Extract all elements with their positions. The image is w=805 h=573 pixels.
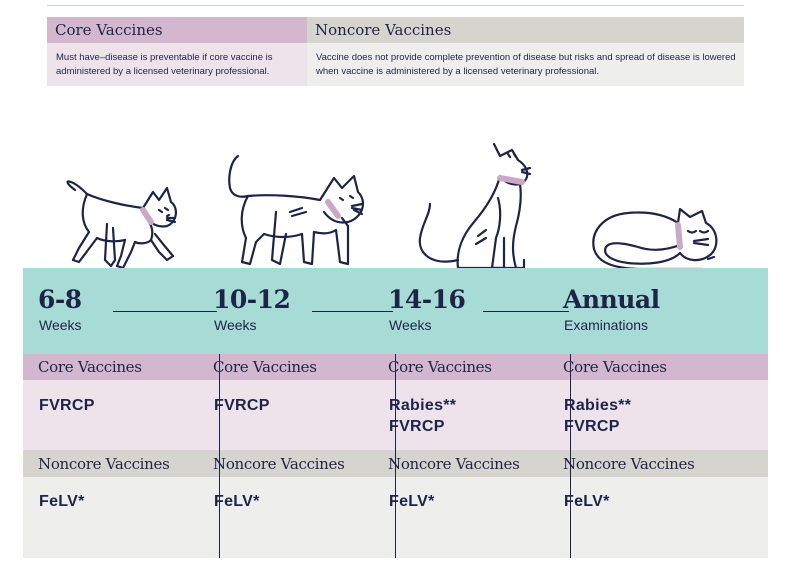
noncore-vaccine-list: FeLV*	[214, 491, 260, 512]
vaccine-item: FVRCP	[39, 397, 95, 414]
age-label: 10-12	[213, 285, 291, 314]
schedule-column-annual-examinations: Annual Examinations Core Vaccines Rabies…	[548, 268, 768, 558]
walking-cat-icon	[228, 154, 365, 266]
age-label: 6-8	[38, 285, 82, 314]
column-divider	[219, 354, 220, 558]
legend-noncore: Noncore Vaccines Vaccine does not provid…	[307, 17, 744, 86]
noncore-header-bar	[373, 450, 548, 477]
age-underline	[113, 311, 217, 312]
core-vaccine-list: FVRCP	[214, 395, 270, 416]
age-unit: Weeks	[214, 317, 257, 333]
noncore-vaccine-list: FeLV*	[564, 491, 610, 512]
legend-noncore-title: Noncore Vaccines	[307, 17, 744, 43]
legend-core-description: Must have–disease is preventable if core…	[56, 52, 273, 77]
noncore-header-bar	[23, 450, 198, 477]
schedule-column-14-16-weeks: 14-16 Weeks Core Vaccines Rabies** FVRCP…	[373, 268, 569, 558]
noncore-header-bar	[198, 450, 373, 477]
vaccine-item: FeLV*	[214, 493, 260, 510]
noncore-body	[198, 477, 373, 558]
age-unit: Weeks	[39, 317, 82, 333]
core-header-bar	[198, 354, 373, 380]
core-vaccine-list: FVRCP	[39, 395, 95, 416]
noncore-vaccine-list: FeLV*	[39, 491, 85, 512]
core-vaccines-heading: Core Vaccines	[563, 358, 667, 376]
vaccine-item: Rabies**	[389, 397, 457, 414]
age-label: Annual	[563, 285, 660, 314]
noncore-body	[548, 477, 768, 558]
noncore-body	[373, 477, 548, 558]
vaccine-legend: Core Vaccines Must have–disease is preve…	[47, 17, 744, 86]
vaccine-item: FeLV*	[39, 493, 85, 510]
noncore-body	[23, 477, 198, 558]
vaccine-item: Rabies**	[564, 397, 632, 414]
legend-noncore-description: Vaccine does not provide complete preven…	[316, 52, 736, 77]
core-body	[23, 380, 198, 450]
core-header-bar	[373, 354, 548, 380]
noncore-vaccines-heading: Noncore Vaccines	[388, 455, 520, 473]
core-header-bar	[23, 354, 198, 380]
sleeping-cat-icon	[592, 207, 718, 271]
core-body	[198, 380, 373, 450]
sitting-cat-icon	[418, 142, 532, 270]
vaccine-item: FVRCP	[214, 397, 270, 414]
age-unit: Examinations	[564, 317, 649, 333]
core-body	[373, 380, 548, 450]
core-vaccines-heading: Core Vaccines	[38, 358, 142, 376]
age-label: 14-16	[388, 285, 466, 314]
column-divider	[570, 354, 571, 558]
vaccine-item: FeLV*	[564, 493, 610, 510]
vaccine-item: FeLV*	[389, 493, 435, 510]
core-vaccines-heading: Core Vaccines	[213, 358, 317, 376]
age-underline	[483, 311, 569, 312]
core-vaccine-list: Rabies** FVRCP	[564, 395, 631, 437]
vaccine-item: FVRCP	[389, 418, 445, 435]
schedule-column-6-8-weeks: 6-8 Weeks Core Vaccines FVRCP Noncore Va…	[23, 268, 217, 558]
legend-core-title: Core Vaccines	[47, 17, 307, 43]
walking-kitten-icon	[66, 180, 177, 270]
noncore-vaccine-list: FeLV*	[389, 491, 435, 512]
core-vaccine-list: Rabies** FVRCP	[389, 395, 456, 437]
top-rule	[47, 5, 744, 6]
core-header-bar	[548, 354, 768, 380]
legend-core: Core Vaccines Must have–disease is preve…	[47, 17, 307, 86]
noncore-vaccines-heading: Noncore Vaccines	[563, 455, 695, 473]
column-divider	[395, 354, 396, 558]
noncore-header-bar	[548, 450, 768, 477]
age-unit: Weeks	[389, 317, 432, 333]
core-body	[548, 380, 768, 450]
core-vaccines-heading: Core Vaccines	[388, 358, 492, 376]
vaccine-item: FVRCP	[564, 418, 620, 435]
age-underline	[312, 311, 393, 312]
schedule-column-10-12-weeks: 10-12 Weeks Core Vaccines FVRCP Noncore …	[198, 268, 393, 558]
noncore-vaccines-heading: Noncore Vaccines	[213, 455, 345, 473]
noncore-vaccines-heading: Noncore Vaccines	[38, 455, 170, 473]
